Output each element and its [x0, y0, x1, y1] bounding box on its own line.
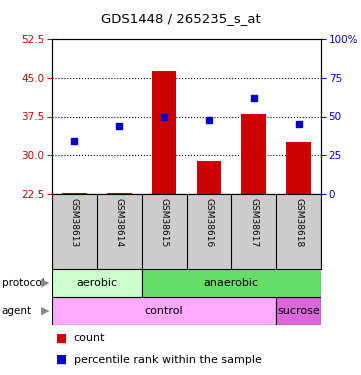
Bar — [286, 142, 311, 194]
Text: GDS1448 / 265235_s_at: GDS1448 / 265235_s_at — [101, 12, 260, 25]
Point — [71, 138, 77, 144]
Point — [206, 117, 212, 123]
Text: ▶: ▶ — [40, 278, 49, 288]
Text: GSM38618: GSM38618 — [294, 198, 303, 247]
Text: control: control — [145, 306, 183, 316]
Point — [116, 123, 122, 129]
Text: ■: ■ — [56, 332, 67, 345]
Bar — [152, 71, 177, 194]
Point — [251, 95, 257, 101]
Text: sucrose: sucrose — [277, 306, 320, 316]
Point — [296, 121, 301, 127]
Text: aerobic: aerobic — [76, 278, 117, 288]
Text: count: count — [74, 333, 105, 344]
Text: GSM38615: GSM38615 — [160, 198, 169, 247]
Text: percentile rank within the sample: percentile rank within the sample — [74, 354, 261, 364]
Text: protocol: protocol — [2, 278, 44, 288]
Bar — [62, 193, 87, 194]
Text: anaerobic: anaerobic — [204, 278, 259, 288]
Bar — [242, 114, 266, 194]
Bar — [142, 269, 321, 297]
Text: GSM38614: GSM38614 — [115, 198, 124, 247]
Bar — [197, 162, 221, 194]
Text: ■: ■ — [56, 353, 67, 366]
Bar — [52, 269, 142, 297]
Bar — [52, 297, 276, 325]
Text: GSM38617: GSM38617 — [249, 198, 258, 247]
Bar — [276, 297, 321, 325]
Point — [161, 114, 167, 120]
Text: GSM38613: GSM38613 — [70, 198, 79, 247]
Text: GSM38616: GSM38616 — [204, 198, 213, 247]
Text: agent: agent — [2, 306, 32, 316]
Text: ▶: ▶ — [40, 306, 49, 316]
Bar — [107, 193, 131, 194]
